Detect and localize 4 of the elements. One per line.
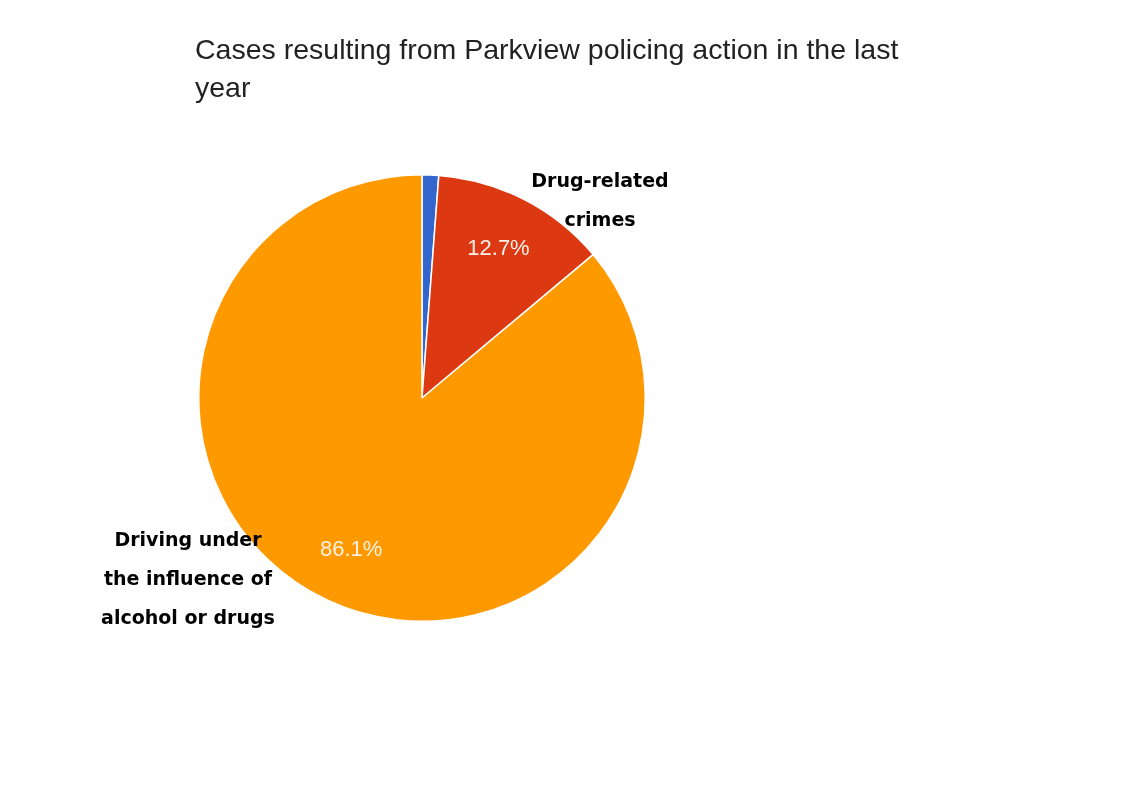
data-label: 12.7% — [467, 235, 530, 261]
data-label: 86.1% — [319, 535, 383, 561]
slice-label: Drug-related crimes — [531, 168, 669, 230]
chart-title: Cases resulting from Parkview policing action in the last year — [195, 32, 900, 105]
